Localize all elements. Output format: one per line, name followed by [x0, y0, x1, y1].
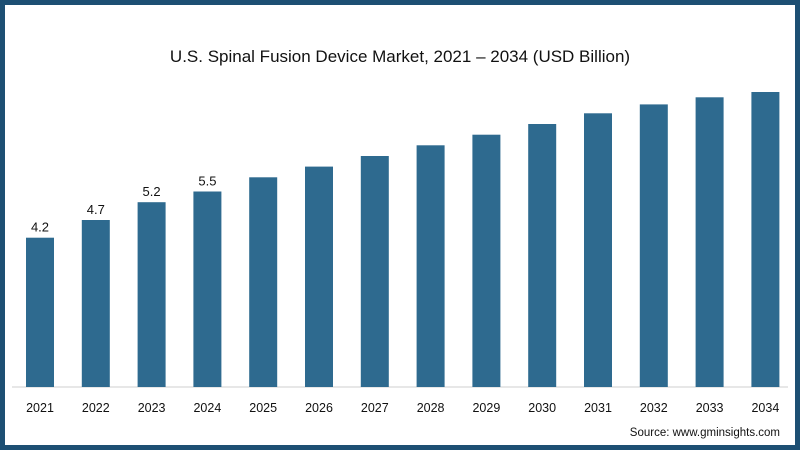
x-tick-label-2032: 2032	[640, 401, 668, 415]
x-tick-label-2025: 2025	[249, 401, 277, 415]
x-tick-label-2024: 2024	[193, 401, 221, 415]
x-tick-label-2027: 2027	[361, 401, 389, 415]
x-tick-label-2026: 2026	[305, 401, 333, 415]
x-tick-label-2021: 2021	[26, 401, 54, 415]
data-label-2024: 5.5	[198, 174, 216, 189]
data-label-2023: 5.2	[143, 184, 161, 199]
bar-2025	[249, 177, 278, 387]
x-tick-label-2023: 2023	[138, 401, 166, 415]
bar-2027	[360, 156, 389, 387]
x-tick-label-2028: 2028	[417, 401, 445, 415]
bar-2033	[695, 97, 724, 388]
bar-2031	[584, 113, 612, 388]
x-tick-label-2031: 2031	[584, 401, 612, 415]
x-tick-labels: 2021 2022 2023 2024 2025 2026 2027 2028 2029 2030…	[26, 401, 779, 415]
bar-2032	[639, 104, 668, 388]
x-tick-label-2030: 2030	[528, 401, 556, 415]
bar-2028	[416, 145, 445, 387]
x-tick-label-2029: 2029	[472, 401, 500, 415]
x-tick-label-2022: 2022	[82, 401, 110, 415]
data-label-2021: 4.2	[31, 220, 49, 235]
chart-title: U.S. Spinal Fusion Device Market, 2021 –…	[169, 47, 631, 66]
bar-2034	[751, 92, 780, 387]
bar-2022	[81, 220, 110, 387]
x-tick-label-2034: 2034	[751, 401, 779, 415]
bar-2023	[137, 202, 166, 387]
data-label-2022: 4.7	[87, 202, 105, 217]
bar-2021	[26, 237, 54, 387]
bar-2024	[193, 191, 222, 387]
data-labels: 4.2 4.7 5.2 5.5	[31, 174, 216, 235]
bar-2029	[472, 134, 501, 387]
bar-2026	[305, 166, 333, 387]
bar-2030	[528, 124, 557, 387]
bar-series	[26, 92, 780, 388]
x-tick-label-2033: 2033	[696, 401, 724, 415]
source-note: Source: www.gminsights.com	[629, 427, 780, 439]
